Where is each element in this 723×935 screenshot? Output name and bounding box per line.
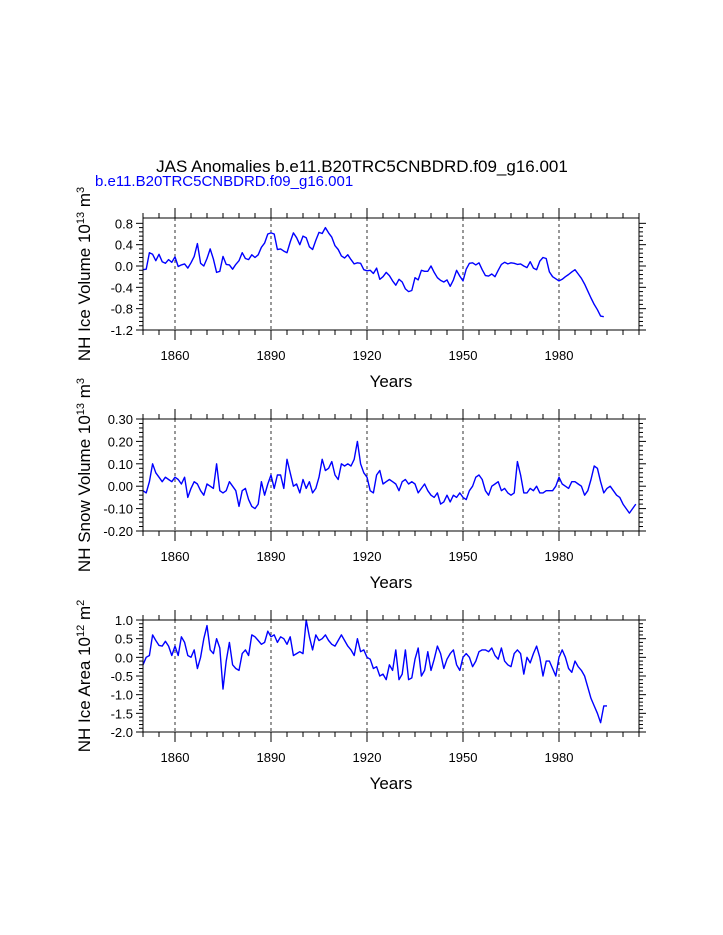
x-tick-label: 1950 [449, 549, 478, 564]
x-tick-label: 1890 [257, 348, 286, 363]
chart-panel-3: 1860 1890 1920 1950 1980 -2.0 -1.5 -1.0 -0.5 0.0 0… [75, 600, 646, 793]
y-tick-label: -0.8 [111, 302, 133, 317]
x-tick-label: 1980 [545, 348, 574, 363]
y-tick-label: -0.10 [103, 502, 133, 517]
y-tick-label: 0.0 [115, 259, 133, 274]
chart-panel-2: 1860 1890 1920 1950 1980 -0.20 -0.10 0.00 0.10 0.… [75, 378, 646, 592]
x-axis-label: Years [370, 774, 413, 793]
y-tick-label: 0.10 [108, 457, 133, 472]
x-tick-label: 1980 [545, 549, 574, 564]
y-axis-label: NH Ice Volume 1013 m3 [75, 187, 94, 361]
x-tick-label: 1950 [449, 750, 478, 765]
y-axis-label: NH Snow Volume 1013 m3 [75, 378, 94, 572]
y-tick-label: -0.5 [111, 669, 133, 684]
y-tick-label: 0.4 [115, 238, 133, 253]
x-tick-label: 1920 [353, 750, 382, 765]
x-axis-label: Years [370, 372, 413, 391]
y-tick-label: 1.0 [115, 613, 133, 628]
data-line [142, 619, 607, 724]
x-tick-label: 1860 [161, 750, 190, 765]
y-tick-label: 0.30 [108, 412, 133, 427]
x-tick-label: 1920 [353, 348, 382, 363]
y-tick-label: 0.20 [108, 434, 133, 449]
y-axis-label: NH Ice Area 1012 m2 [75, 600, 94, 753]
y-tick-label: 0.00 [108, 479, 133, 494]
data-line [142, 440, 637, 514]
x-tick-label: 1890 [257, 549, 286, 564]
plot-frame [142, 619, 640, 733]
y-tick-label: -2.0 [111, 725, 133, 740]
x-tick-label: 1860 [161, 549, 190, 564]
figure-title: JAS Anomalies b.e11.B20TRC5CNBDRD.f09_g1… [156, 157, 568, 176]
x-tick-label: 1920 [353, 549, 382, 564]
y-tick-label: 0.0 [115, 650, 133, 665]
y-tick-label: -1.2 [111, 323, 133, 338]
x-tick-label: 1950 [449, 348, 478, 363]
y-tick-label: -0.4 [111, 280, 133, 295]
plot-frame [142, 217, 640, 331]
y-tick-label: 0.8 [115, 216, 133, 231]
plot-frame [142, 418, 640, 532]
data-line [142, 226, 604, 318]
x-axis-label: Years [370, 573, 413, 592]
x-tick-label: 1890 [257, 750, 286, 765]
y-tick-label: -1.5 [111, 706, 133, 721]
chart-panels: 1860 1890 1920 1950 1980 -1.2 -0.8 -0.4 0.0 0.4 0.… [75, 187, 646, 793]
chart-panel-1: 1860 1890 1920 1950 1980 -1.2 -0.8 -0.4 0.0 0.4 0.… [75, 187, 646, 391]
x-tick-label: 1980 [545, 750, 574, 765]
y-tick-label: -1.0 [111, 688, 133, 703]
y-tick-label: -0.20 [103, 524, 133, 539]
x-tick-label: 1860 [161, 348, 190, 363]
figure-subtitle: b.e11.B20TRC5CNBDRD.f09_g16.001 [95, 173, 353, 190]
y-tick-label: 0.5 [115, 632, 133, 647]
